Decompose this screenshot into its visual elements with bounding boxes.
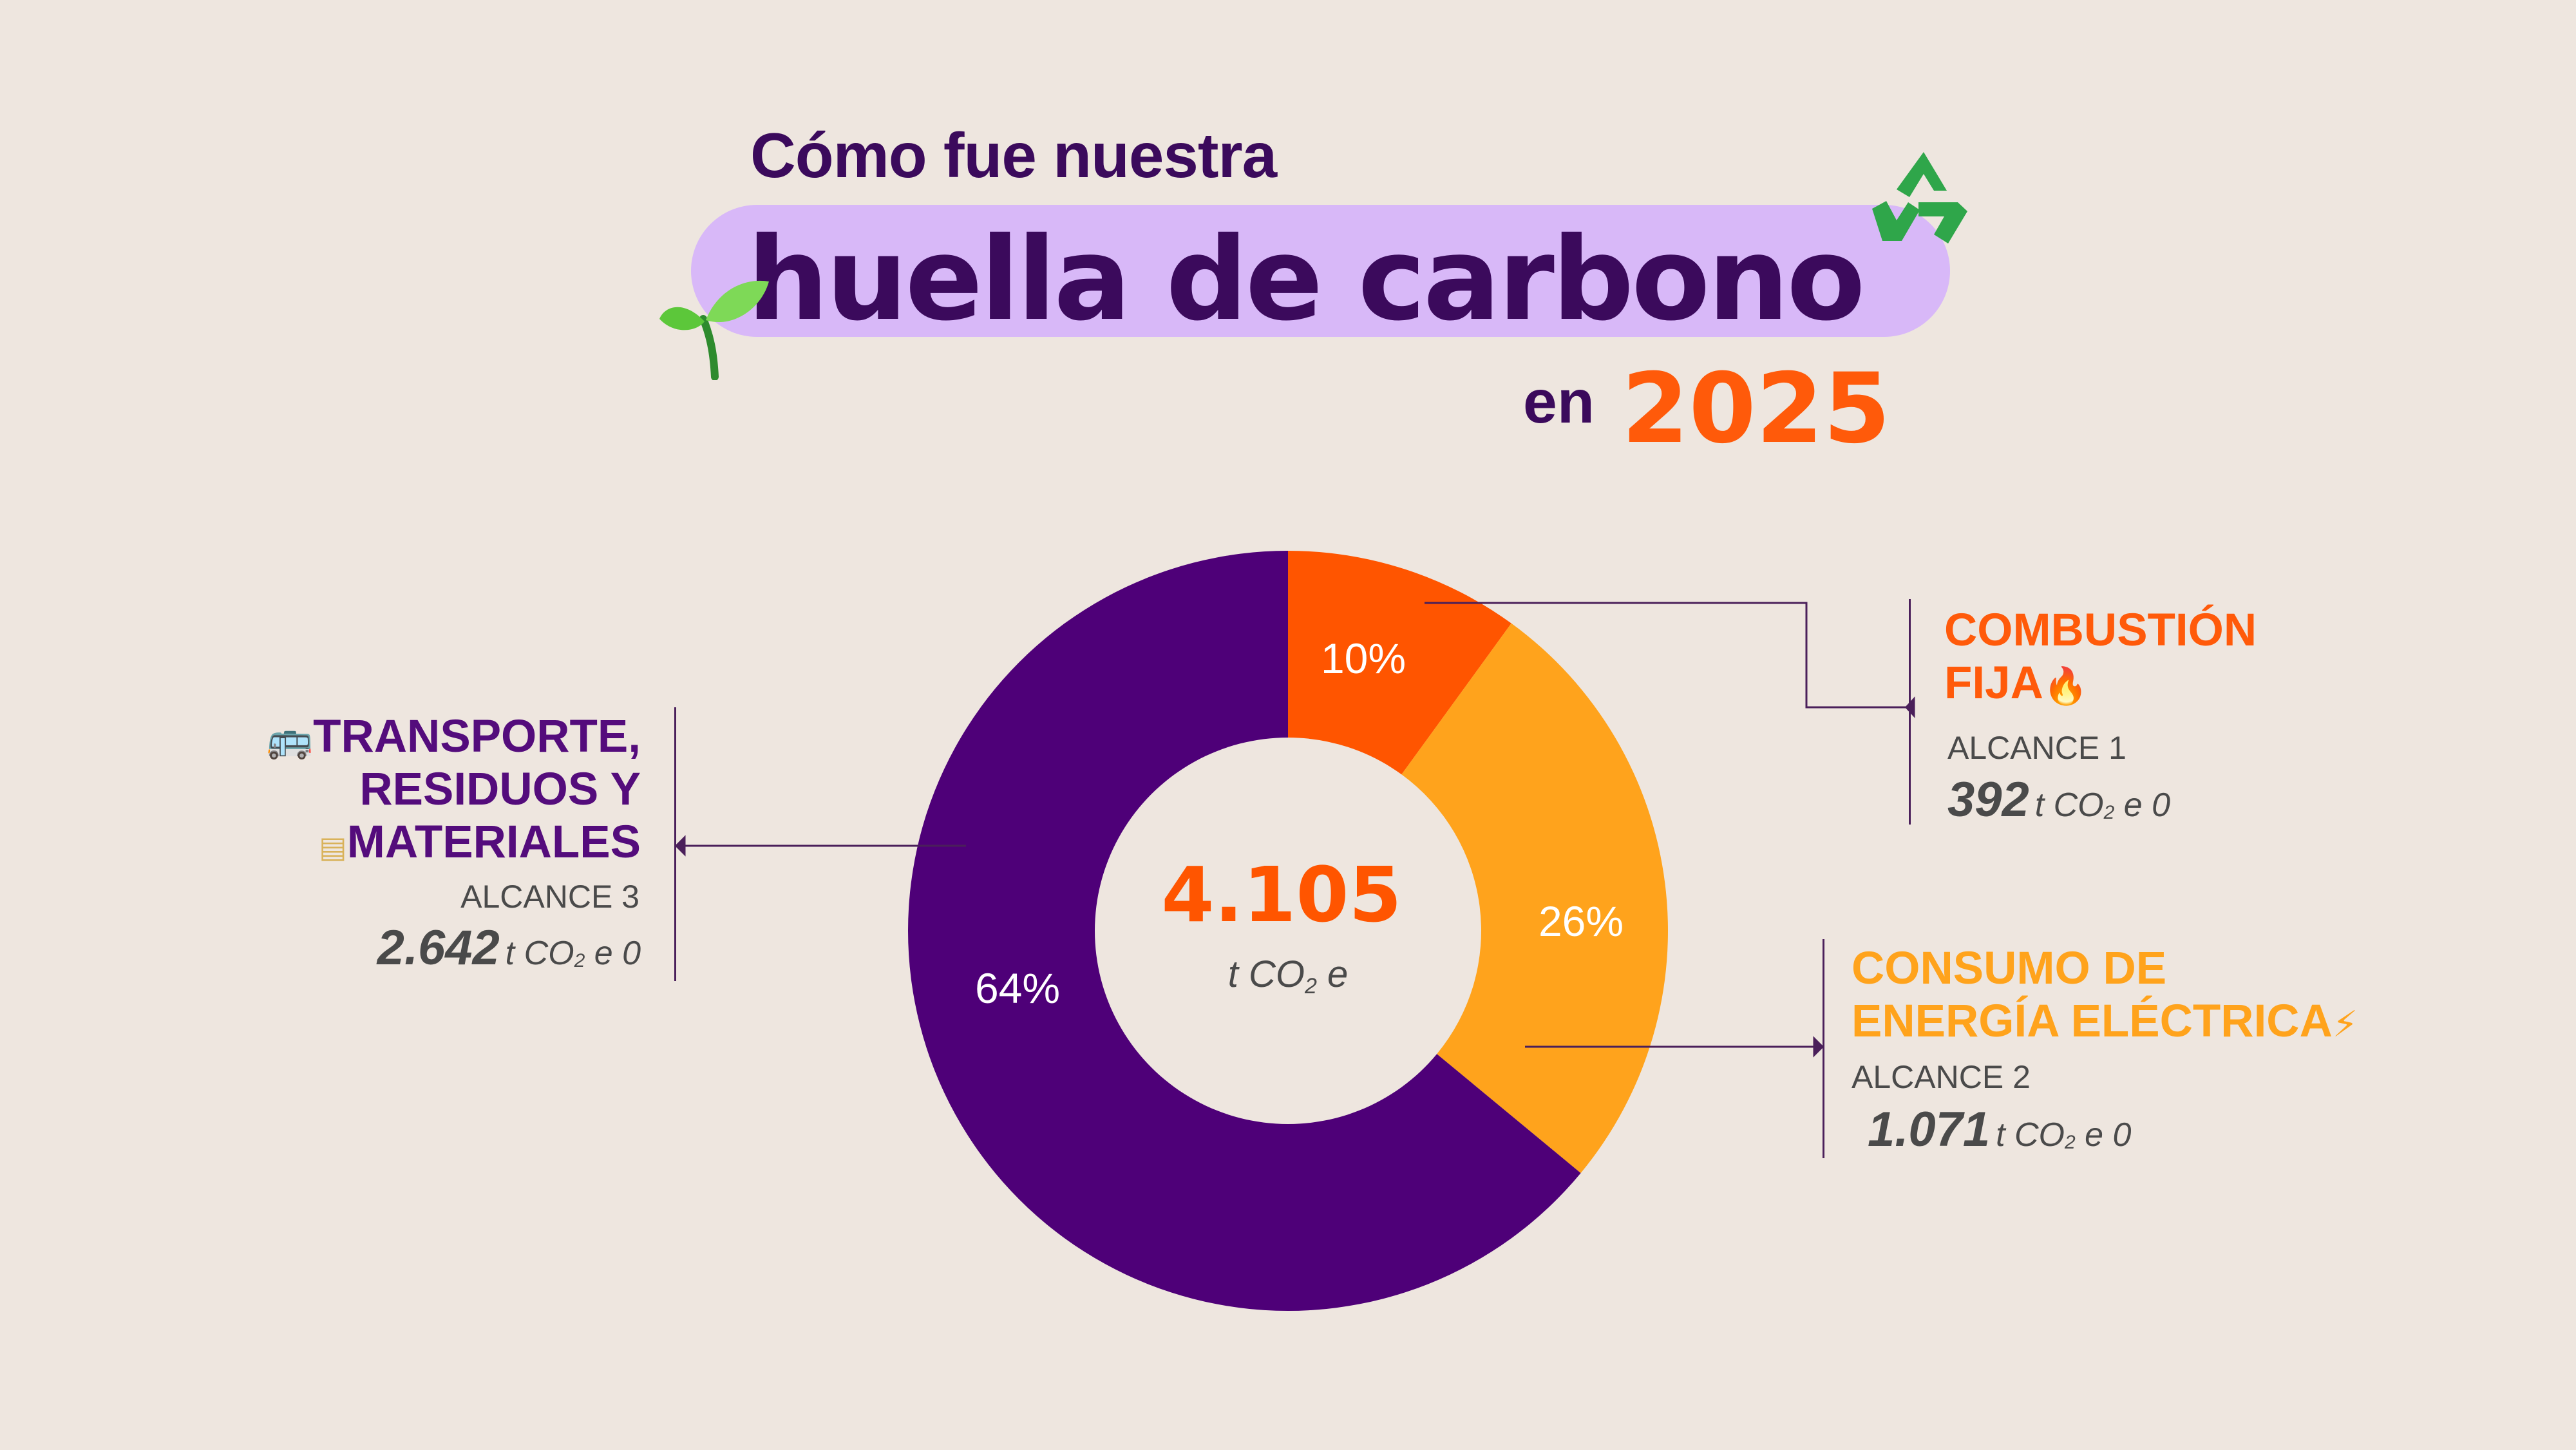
leader-line-combustion: [1425, 602, 1906, 709]
slice-label-transport: 64%: [975, 964, 1060, 1012]
lightning-icon: ⚡: [2332, 1004, 2358, 1044]
leader-notch-electric: [1813, 1036, 1824, 1058]
category-transport: 🚌TRANSPORTE, RESIDUOS Y ▤MATERIALES ALCA…: [258, 707, 676, 981]
fire-icon: 🔥: [2043, 665, 2088, 706]
unit-suffix: e 0: [585, 935, 641, 972]
slice-electric: [1401, 623, 1669, 1174]
category-title: TRANSPORTE,: [313, 711, 641, 762]
category-title-2: ENERGÍA ELÉCTRICA: [1852, 996, 2333, 1047]
category-title-line1: 🚌TRANSPORTE,: [267, 711, 641, 766]
center-unit-sub: 2: [1304, 974, 1317, 998]
slice-label-combustion: 10%: [1321, 634, 1406, 682]
category-title-3: MATERIALES: [346, 817, 641, 868]
unit-sub: 2: [2064, 1132, 2076, 1154]
note-icon: ▤: [319, 830, 347, 864]
category-title-line2: ENERGÍA ELÉCTRICA⚡: [1852, 995, 2358, 1051]
emission-amount: 2.642: [377, 921, 500, 975]
emission-value-row: 392 t CO2 e 0: [1947, 772, 2170, 828]
category-electric: CONSUMO DE ENERGÍA ELÉCTRICA⚡ ALCANCE 2 …: [1823, 939, 2389, 1158]
unit-sub: 2: [574, 950, 585, 972]
unit-sub: 2: [2103, 802, 2115, 824]
bus-icon: 🚌: [266, 718, 314, 760]
center-unit: t CO2 e: [1228, 953, 1349, 998]
unit-prefix: t CO: [2034, 787, 2104, 824]
emission-amount: 392: [1947, 772, 2029, 827]
title-line-2: huella de carbono: [747, 213, 1866, 346]
slice-label-electric: 26%: [1539, 897, 1624, 945]
center-unit-prefix: t CO: [1228, 953, 1305, 995]
slice-transport: [907, 550, 1581, 1312]
scope-label: ALCANCE 1: [1947, 730, 2126, 766]
title-year: 2025: [1622, 353, 1891, 465]
scope-label: ALCANCE 2: [1852, 1059, 2031, 1095]
title-en: en: [1523, 368, 1595, 436]
category-title: CONSUMO DE: [1852, 943, 2167, 994]
category-divider: [1909, 599, 1911, 825]
seedling-icon: [659, 280, 769, 380]
emission-value-row: 1.071 t CO2 e 0: [1868, 1102, 2131, 1158]
slice-combustion: [1288, 551, 1511, 775]
category-divider: [674, 707, 676, 981]
category-title: COMBUSTIÓN: [1944, 605, 2257, 656]
center-unit-suffix: e: [1317, 953, 1348, 995]
unit-prefix: t CO: [1996, 1116, 2065, 1154]
leader-notch-transport: [674, 835, 686, 857]
emission-amount: 1.071: [1868, 1102, 1991, 1157]
category-divider: [1823, 939, 1824, 1158]
title-line-1: Cómo fue nuestra: [750, 120, 1277, 191]
emission-value-row: 2.642 t CO2 e 0: [377, 920, 641, 976]
title-highlight-pill: [691, 205, 1950, 337]
recycle-icon: [1872, 152, 1967, 243]
unit-suffix: e 0: [2075, 1116, 2132, 1154]
category-title-2: FIJA: [1944, 658, 2043, 709]
unit-suffix: e 0: [2114, 787, 2171, 824]
center-total: 4.105: [1161, 850, 1401, 939]
category-title-2: RESIDUOS Y: [359, 764, 641, 815]
category-title-line2: FIJA🔥: [1944, 657, 2088, 712]
category-title-line3: ▤MATERIALES: [319, 816, 641, 873]
unit-prefix: t CO: [505, 935, 574, 972]
scope-label: ALCANCE 3: [460, 879, 639, 915]
category-combustion: COMBUSTIÓN FIJA🔥 ALCANCE 1 392 t CO2 e 0: [1909, 599, 2282, 828]
